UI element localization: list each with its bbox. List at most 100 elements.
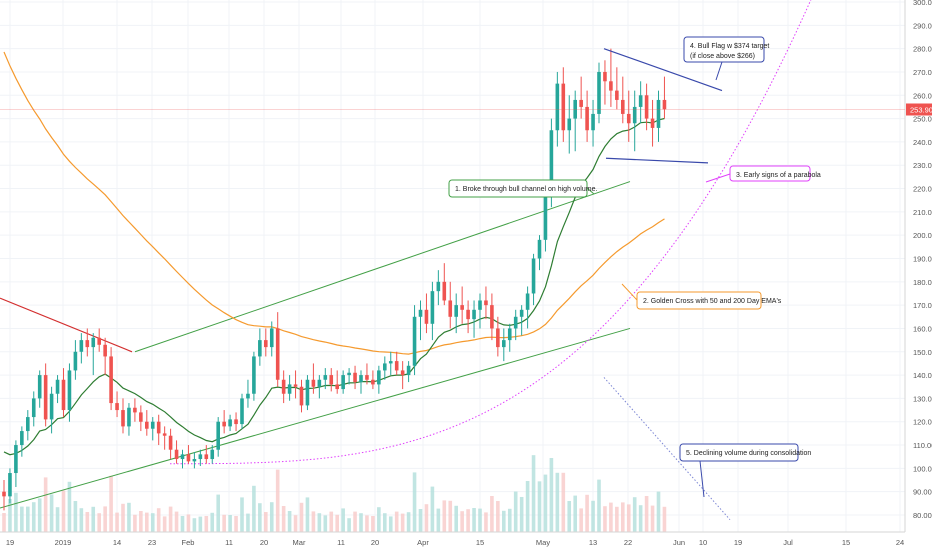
last-price-label: 253.90 bbox=[910, 105, 932, 114]
annotation-golden-cross-box bbox=[636, 291, 762, 310]
volume-bar bbox=[359, 513, 363, 532]
x-tick-label: 11 bbox=[337, 538, 345, 547]
candle-body bbox=[507, 328, 512, 341]
volume-bar bbox=[365, 515, 369, 532]
annotation-breakout-leader bbox=[586, 187, 595, 195]
volume-bar bbox=[252, 485, 256, 532]
volume-bar bbox=[198, 516, 203, 532]
volume-bar bbox=[168, 506, 173, 532]
candle-body bbox=[269, 328, 274, 348]
candle-body bbox=[264, 340, 268, 348]
volume-bar bbox=[555, 472, 560, 532]
candle-body bbox=[347, 372, 351, 376]
x-tick-label: 2019 bbox=[55, 538, 72, 547]
candle-body bbox=[216, 421, 220, 450]
last-price-tag-box bbox=[906, 103, 932, 116]
candle-body bbox=[513, 316, 518, 329]
candle-body bbox=[365, 375, 369, 380]
volume-bar bbox=[180, 516, 185, 532]
volume-bar bbox=[603, 506, 607, 532]
candle-body bbox=[359, 375, 363, 383]
annotation-parabola-leader bbox=[705, 173, 731, 183]
candle-body bbox=[43, 375, 48, 420]
candle-body bbox=[115, 403, 119, 411]
y-tick-label: 230.00 bbox=[913, 161, 932, 170]
annotation-parabola-box bbox=[729, 165, 811, 182]
candle-body bbox=[85, 340, 90, 348]
volume-bar bbox=[240, 497, 244, 532]
volume-bar bbox=[537, 481, 542, 532]
volume-bar bbox=[507, 508, 512, 532]
candle-body bbox=[388, 361, 393, 364]
candle-body bbox=[353, 372, 357, 383]
volume-bar bbox=[228, 515, 232, 532]
volume-bar bbox=[234, 516, 238, 532]
volume-bar bbox=[656, 491, 661, 532]
candle-body bbox=[341, 375, 345, 390]
candle-body bbox=[246, 393, 250, 399]
candle-body bbox=[549, 130, 554, 194]
x-tick-label: Apr bbox=[417, 538, 429, 547]
candle-body bbox=[37, 375, 42, 399]
candle-body bbox=[67, 370, 72, 411]
y-tick-label: 160.00 bbox=[913, 324, 932, 333]
volume-bar bbox=[210, 512, 215, 532]
time-axis[interactable]: 19 2019 14 23 Feb 11 20 Mar 11 20 Apr 15 May 13 22 Jun 1… bbox=[0, 531, 932, 550]
x-tick-label: Feb bbox=[182, 538, 195, 547]
volume-bar bbox=[192, 518, 197, 532]
volume-bar bbox=[329, 511, 334, 532]
candle-body bbox=[311, 379, 316, 387]
volume-bar bbox=[472, 508, 476, 532]
candle-body bbox=[204, 454, 209, 460]
volume-bar bbox=[549, 458, 554, 532]
x-tick-label: 19 bbox=[734, 538, 742, 547]
candle-body bbox=[162, 433, 167, 436]
y-tick-label: 190.00 bbox=[913, 255, 932, 264]
candle-body bbox=[127, 407, 131, 427]
candle-body bbox=[192, 459, 197, 462]
price-axis[interactable]: 80.00 90.00 100.00 110.00 120.00 130.00 140.00… bbox=[904, 0, 932, 550]
volume-bar bbox=[91, 506, 96, 532]
x-tick-label: Jun bbox=[673, 538, 685, 547]
trendlines bbox=[0, 0, 812, 520]
candle-body bbox=[478, 300, 482, 310]
volume-bar bbox=[156, 508, 161, 532]
candle-body bbox=[621, 99, 625, 114]
flag-lower-line bbox=[605, 157, 709, 164]
candle-body bbox=[371, 379, 375, 385]
annotation-volume-box bbox=[679, 443, 799, 462]
x-tick-label: 11 bbox=[225, 538, 233, 547]
y-tick-label: 260.00 bbox=[913, 91, 932, 100]
y-tick-label: 80.00 bbox=[913, 511, 932, 520]
annotation-breakout-box bbox=[448, 179, 588, 198]
candle-body bbox=[305, 379, 310, 406]
candle-body bbox=[460, 305, 464, 310]
y-tick-label: 270.00 bbox=[913, 68, 932, 77]
candle-body bbox=[377, 370, 381, 385]
volume-bar bbox=[454, 505, 458, 532]
volume-bar bbox=[644, 496, 649, 532]
volume-bar bbox=[2, 513, 6, 532]
candle-body bbox=[210, 449, 215, 460]
volume-bar bbox=[448, 500, 453, 532]
time-axis-background bbox=[0, 532, 932, 550]
candle-body bbox=[472, 309, 476, 320]
volume-bar bbox=[490, 496, 494, 532]
candle-body bbox=[519, 309, 524, 317]
volume-bar bbox=[567, 501, 572, 532]
volume-bar bbox=[31, 502, 36, 532]
candle-body bbox=[49, 393, 54, 420]
candle-body bbox=[20, 431, 24, 446]
candle-body bbox=[293, 384, 298, 387]
annotation-breakout-text: 1. Broke through bull channel on high vo… bbox=[455, 186, 597, 193]
candle-body bbox=[186, 454, 191, 462]
candle-body bbox=[430, 291, 435, 324]
volume-bar bbox=[543, 474, 548, 532]
annotation-volume-text: 5. Declining volume during consolidation bbox=[686, 450, 811, 457]
volume-bar bbox=[37, 498, 42, 532]
volume-bar bbox=[79, 508, 84, 532]
candle-body bbox=[121, 410, 125, 427]
y-tick-label: 110.00 bbox=[913, 441, 932, 450]
candle-body bbox=[656, 99, 661, 128]
